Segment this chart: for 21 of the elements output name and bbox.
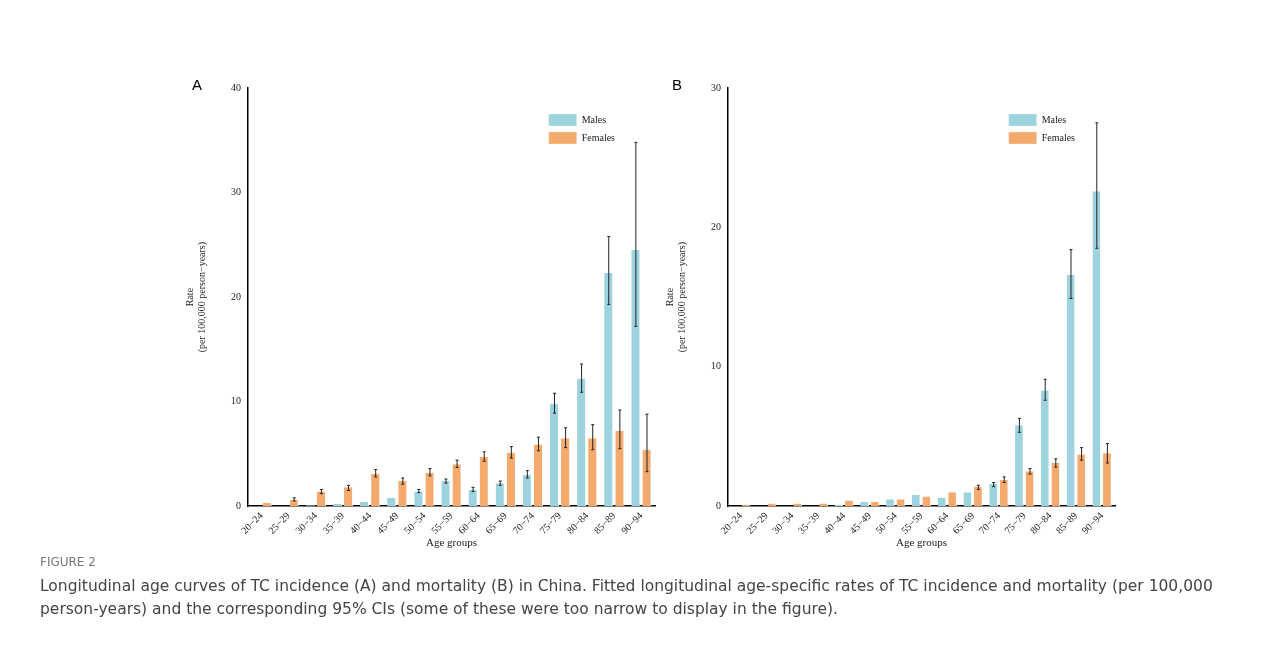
x-axis-title: Age groups [425, 536, 478, 549]
y-tick-label: 10 [231, 395, 241, 407]
y-tick-label: 40 [231, 81, 241, 93]
legend-label: Males [581, 113, 607, 125]
legend-label: Females [581, 131, 616, 143]
y-tick-label: 10 [711, 360, 721, 372]
y-tick-label: 0 [716, 499, 721, 511]
y-tick-label: 30 [231, 186, 241, 198]
caption: FIGURE 2 [40, 555, 97, 569]
x-axis-title: Age groups [895, 536, 948, 549]
y-axis-title: Rate (per 100,000 person−years) [663, 241, 688, 353]
y-tick-label: 20 [231, 290, 241, 302]
y-tick-label: 20 [711, 221, 721, 233]
text: Longitudinal age curves of TC incidence (A) and mortality (B) in China. Fitted longitudinal age-specific rates of TC incidence and mortality (per 100,000 person-years) and the corresponding 95% CIs (some of these were too narrow to display in the figure). [40, 576, 1214, 620]
chart-title: A [192, 76, 203, 93]
y-axis-title: Rate (per 100,000 person−years) [183, 241, 208, 353]
chart-title: B [672, 76, 683, 93]
y-tick-label: 0 [236, 499, 241, 511]
legend-label: Females [1041, 131, 1076, 143]
legend-label: Males [1041, 113, 1067, 125]
y-tick-label: 30 [711, 81, 721, 93]
